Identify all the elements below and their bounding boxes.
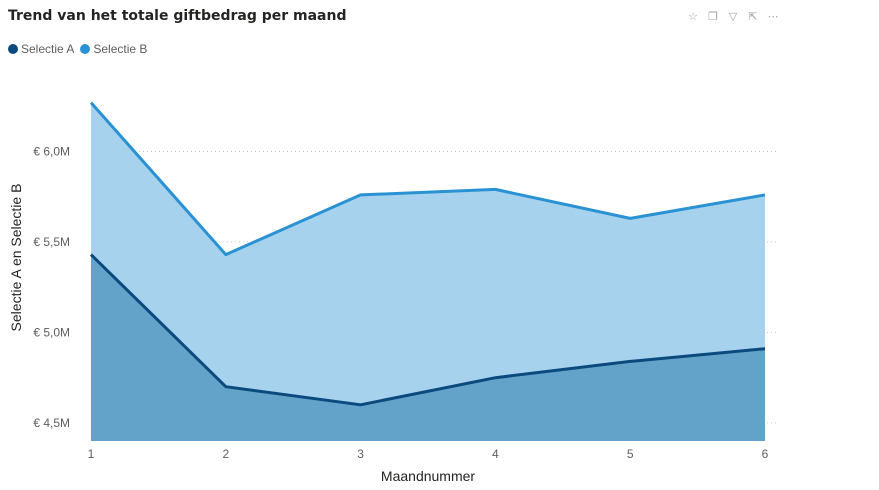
y-tick-label-2: € 5,5M bbox=[33, 235, 70, 249]
line-selectie-a bbox=[89, 253, 766, 407]
legend-marker-a bbox=[8, 44, 18, 54]
y-tick-label-3: € 6,0M bbox=[33, 144, 70, 158]
pin-icon[interactable]: ☆ bbox=[688, 9, 698, 23]
legend-item-selectie-b[interactable]: Selectie B bbox=[80, 42, 147, 56]
filter-icon[interactable]: ▽ bbox=[728, 9, 738, 23]
focus-mode-icon[interactable]: ⇱ bbox=[748, 9, 758, 23]
chart-title: Trend van het totale giftbedrag per maan… bbox=[8, 8, 347, 24]
chart-legend: Selectie A Selectie B bbox=[8, 42, 147, 56]
x-axis-title: Maandnummer bbox=[381, 468, 475, 484]
legend-item-selectie-a[interactable]: Selectie A bbox=[8, 42, 74, 56]
x-tick-label-0: 1 bbox=[88, 447, 95, 461]
area-selectie-b bbox=[91, 102, 765, 441]
x-tick-label-1: 2 bbox=[222, 447, 229, 461]
y-tick-label-0: € 4,5M bbox=[33, 416, 70, 430]
legend-label-a: Selectie A bbox=[21, 42, 75, 56]
visual-header-toolbar: ☆ ❐ ▽ ⇱ ⋯ bbox=[687, 9, 779, 23]
y-tick-label-1: € 5,0M bbox=[33, 325, 70, 339]
x-tick-label-2: 3 bbox=[357, 447, 364, 461]
line-selectie-b bbox=[89, 101, 766, 257]
x-tick-label-3: 4 bbox=[492, 447, 499, 461]
area-selectie-a bbox=[91, 254, 765, 441]
copy-icon[interactable]: ❐ bbox=[708, 9, 718, 23]
x-tick-label-4: 5 bbox=[627, 447, 634, 461]
x-tick-label-5: 6 bbox=[762, 447, 769, 461]
y-axis-title: Selectie A en Selectie B bbox=[8, 184, 24, 332]
legend-label-b: Selectie B bbox=[93, 42, 148, 56]
more-options-icon[interactable]: ⋯ bbox=[767, 9, 779, 23]
legend-marker-b bbox=[80, 44, 91, 54]
